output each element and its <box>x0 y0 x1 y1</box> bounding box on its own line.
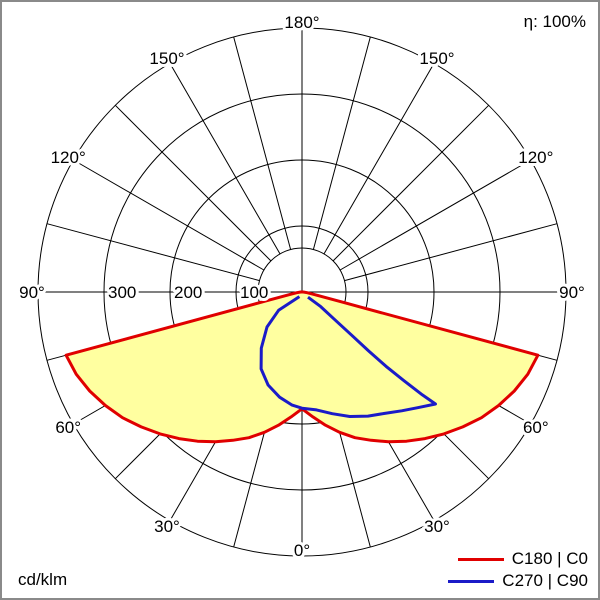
unit-label: cd/klm <box>18 570 68 589</box>
angle-tick-label: 150° <box>419 49 454 68</box>
series-curve-0 <box>64 290 540 444</box>
series-curve-1 <box>259 295 437 418</box>
legend-label-c0: C180 | C0 <box>511 549 588 568</box>
radial-tick-label: 300 <box>108 283 136 302</box>
legend-line-c0-icon <box>457 557 504 561</box>
angle-tick-label: 30° <box>154 517 180 536</box>
legend-label-c90: C270 | C90 <box>502 571 588 590</box>
angle-tick-label: 0° <box>294 541 310 560</box>
angle-tick-label: 60° <box>55 418 81 437</box>
angle-tick-label: 30° <box>424 517 450 536</box>
efficiency-label: η: 100% <box>523 12 586 31</box>
angle-tick-label: 90° <box>559 283 585 302</box>
angle-tick-label: 120° <box>518 148 553 167</box>
legend-item-c90: C270 | C90 <box>448 570 588 592</box>
legend-line-c90-icon <box>448 579 495 583</box>
angle-tick-label: 180° <box>284 13 319 32</box>
legend-item-c0: C180 | C0 <box>448 548 588 570</box>
angle-tick-label: 90° <box>19 283 45 302</box>
angle-tick-label: 60° <box>523 418 549 437</box>
legend: C180 | C0 C270 | C90 <box>448 548 588 592</box>
radial-tick-label: 100 <box>240 283 268 302</box>
radial-tick-label: 200 <box>174 283 202 302</box>
angle-tick-label: 120° <box>51 148 86 167</box>
angle-tick-label: 150° <box>149 49 184 68</box>
